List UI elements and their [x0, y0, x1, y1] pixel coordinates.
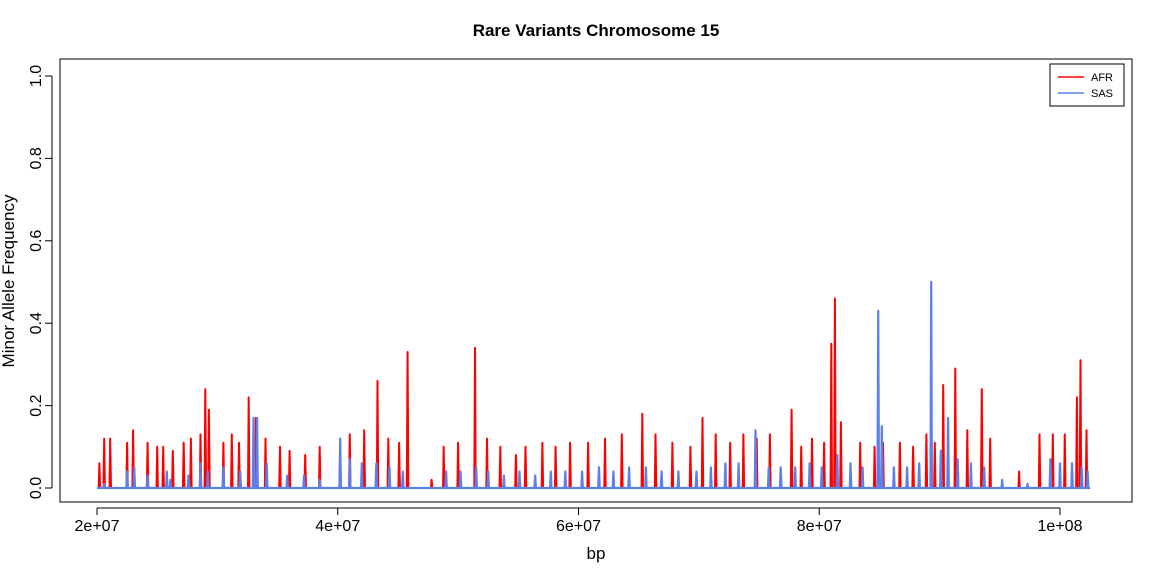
y-tick-label: 0.2	[28, 394, 45, 416]
plot-frame	[59, 58, 1133, 503]
x-axis-label: bp	[587, 544, 606, 563]
y-tick-label: 0.6	[28, 230, 45, 252]
legend: AFR SAS	[1049, 63, 1125, 107]
x-tick-label: 6e+07	[556, 518, 601, 535]
x-tick-label: 1e+08	[1038, 518, 1083, 535]
series-line-sas	[97, 280, 1091, 490]
legend-label-sas: SAS	[1091, 88, 1113, 100]
x-axis: 2e+07 4e+07 6e+07 8e+07 1e+08	[75, 507, 1083, 535]
chart-title: Rare Variants Chromosome 15	[473, 21, 720, 40]
x-tick-label: 2e+07	[75, 518, 120, 535]
series-layer	[97, 280, 1091, 490]
y-tick-label: 0.4	[28, 312, 45, 334]
legend-label-afr: AFR	[1091, 72, 1113, 84]
y-axis-label: Minor Allele Frequency	[0, 194, 18, 367]
x-tick-label: 4e+07	[315, 518, 360, 535]
y-tick-label: 1.0	[28, 65, 45, 87]
y-axis: 0.0 0.2 0.4 0.6 0.8 1.0	[28, 65, 53, 499]
legend-box	[1049, 63, 1125, 107]
y-tick-label: 0.0	[28, 477, 45, 499]
x-tick-label: 8e+07	[797, 518, 842, 535]
y-tick-label: 0.8	[28, 147, 45, 169]
